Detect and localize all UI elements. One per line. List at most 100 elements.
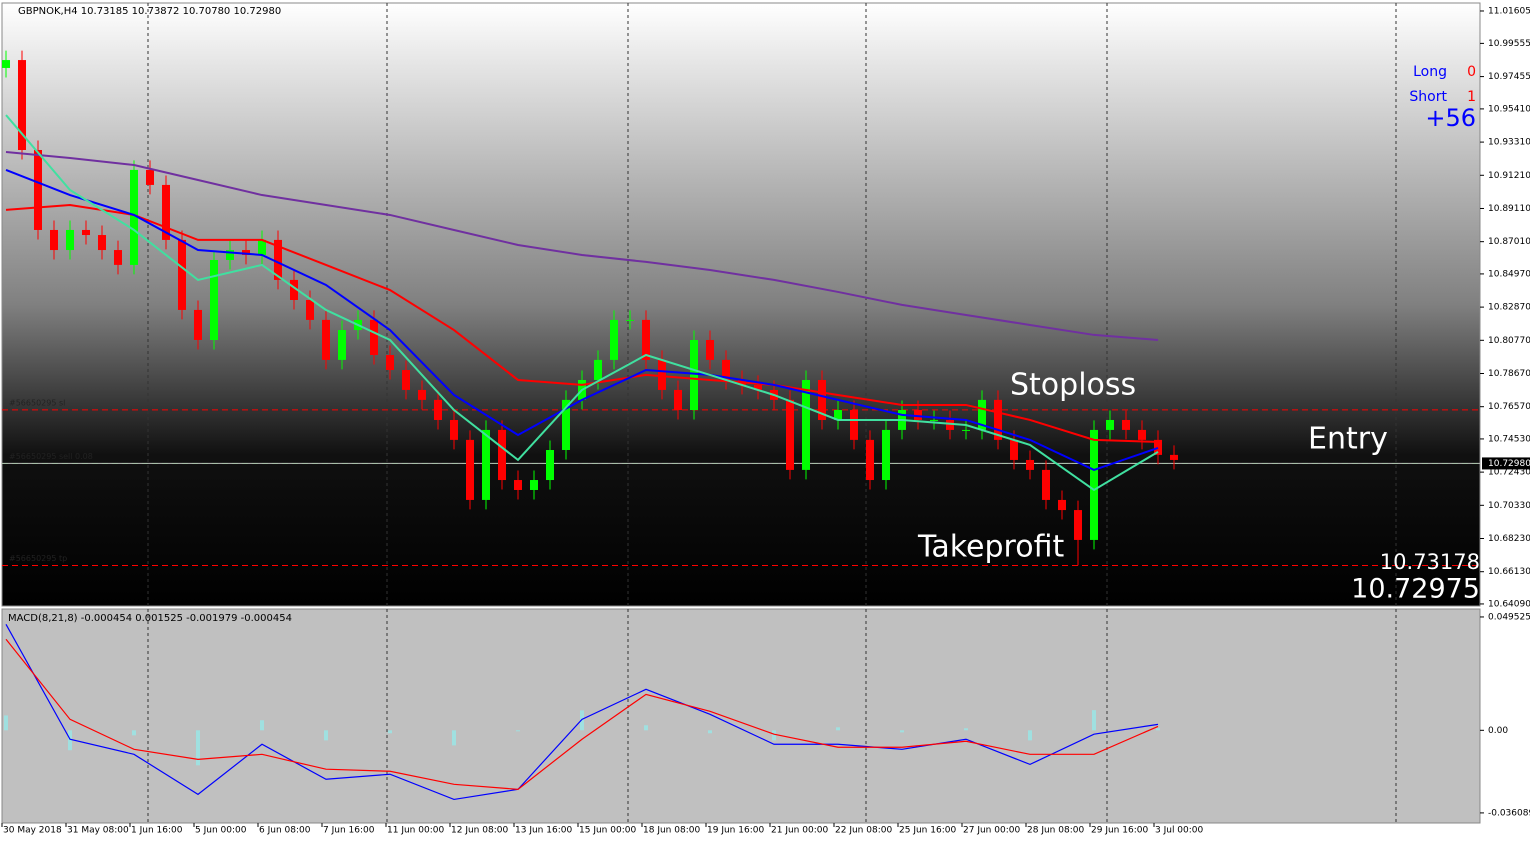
y-tick-label: 10.87010 (1488, 237, 1530, 247)
candle-body (178, 239, 186, 310)
x-tick-label: 22 Jun 08:00 (835, 826, 892, 836)
candle-body (1010, 439, 1018, 460)
macd-histogram (516, 730, 520, 732)
candle-body (722, 359, 730, 380)
candle-body (994, 399, 1002, 440)
macd-histogram (1028, 730, 1032, 741)
candle-body (514, 480, 522, 490)
candle-body (674, 389, 682, 411)
candle-body (466, 439, 474, 500)
macd-histogram (1092, 710, 1096, 731)
candle-body (130, 169, 138, 265)
candle-body (1122, 419, 1130, 430)
candle-body (706, 339, 714, 360)
candle-body (818, 379, 826, 420)
macd-histogram (900, 730, 904, 733)
x-tick-label: 3 Jul 00:00 (1155, 826, 1204, 836)
candle-body (562, 399, 570, 450)
x-tick-label: 21 Jun 00:00 (771, 826, 828, 836)
y-tick-label: 10.66130 (1488, 567, 1530, 577)
x-tick-label: 31 May 08:00 (67, 826, 129, 836)
y-tick-label: 10.80770 (1488, 336, 1530, 346)
long-value: 0 (1467, 64, 1476, 80)
macd-signal (5, 638, 1159, 790)
y-tick-label: 10.76570 (1488, 402, 1530, 412)
x-tick-label: 13 Jun 16:00 (515, 826, 572, 836)
candle-body (642, 319, 650, 360)
candle-body (34, 149, 42, 230)
candle-body (1106, 419, 1114, 430)
macd-histogram (1156, 728, 1160, 731)
y-tick-label: 10.74530 (1488, 434, 1530, 444)
x-tick-label: 1 Jun 16:00 (131, 826, 183, 836)
macd-title: MACD(8,21,8) -0.000454 0.001525 -0.00197… (8, 613, 292, 624)
y-tick-label: 10.68230 (1488, 534, 1530, 544)
entry-label: Entry (1308, 422, 1388, 457)
macd-histogram (132, 730, 136, 736)
candle-body (1090, 429, 1098, 540)
y-tick-label: 10.95410 (1488, 104, 1530, 114)
moving-average (5, 114, 1159, 492)
candle-body (978, 399, 986, 430)
candle-body (482, 429, 490, 500)
short-label: Short (1409, 89, 1447, 105)
x-tick-label: 7 Jun 16:00 (323, 826, 375, 836)
macd-panel (1, 608, 1481, 824)
y-tick-label: 10.70330 (1488, 501, 1530, 511)
y-tick-label: 10.84970 (1488, 269, 1530, 279)
y-tick-label: 10.89110 (1488, 204, 1530, 214)
candle-body (530, 480, 538, 490)
candle-body (98, 235, 106, 251)
price-box (1482, 457, 1530, 470)
short-value: 1 (1467, 89, 1476, 105)
candle-body (914, 410, 922, 420)
takeprofit-label: Takeprofit (917, 530, 1064, 565)
y-tick-label: 10.93310 (1488, 138, 1530, 148)
candle-body (82, 229, 90, 236)
macd-histogram (260, 720, 264, 731)
order-label: #56650295 sell 0.08 (9, 452, 93, 461)
long-label: Long (1413, 64, 1447, 80)
macd-tick-label: 0.00 (1488, 726, 1508, 736)
x-tick-label: 28 Jun 08:00 (1027, 826, 1084, 836)
candle-body (930, 419, 938, 421)
macd-histogram (644, 725, 648, 731)
candle-body (114, 250, 122, 265)
x-tick-label: 18 Jun 08:00 (643, 826, 700, 836)
candle-body (1058, 499, 1066, 511)
order-label: #56650295 sl (9, 398, 65, 407)
macd-histogram (388, 730, 392, 734)
macd-histogram (452, 730, 456, 746)
candle-body (434, 399, 442, 420)
x-tick-label: 6 Jun 08:00 (259, 826, 311, 836)
candle-body (66, 229, 74, 251)
x-tick-label: 19 Jun 16:00 (707, 826, 764, 836)
moving-average (5, 168, 1159, 471)
candle-body (754, 384, 762, 390)
x-tick-label: 12 Jun 08:00 (451, 826, 508, 836)
candle-body (450, 419, 458, 440)
macd-histogram (4, 715, 8, 731)
y-tick-label: 10.99555 (1488, 39, 1530, 49)
candle-body (290, 279, 298, 300)
y-tick-label: 10.78670 (1488, 369, 1530, 379)
candle-body (210, 260, 218, 340)
profit-value: +56 (1425, 104, 1476, 132)
price-label-1: 10.73178 (1380, 550, 1480, 574)
candle-body (962, 429, 970, 431)
macd-histogram (324, 730, 328, 741)
price-box-label: 10.72980 (1488, 459, 1530, 469)
y-tick-label: 10.72430 (1488, 468, 1530, 478)
y-tick-label: 10.97455 (1488, 72, 1530, 82)
candle-body (850, 410, 858, 440)
candle-body (882, 429, 890, 481)
candle-body (834, 410, 842, 420)
candle-body (946, 419, 954, 430)
candle-body (594, 359, 602, 380)
candle-body (610, 319, 618, 360)
x-tick-label: 5 Jun 00:00 (195, 826, 247, 836)
x-tick-label: 25 Jun 16:00 (899, 826, 956, 836)
x-tick-label: 11 Jun 00:00 (387, 826, 444, 836)
x-tick-label: 15 Jun 00:00 (579, 826, 636, 836)
moving-average (5, 203, 1159, 443)
